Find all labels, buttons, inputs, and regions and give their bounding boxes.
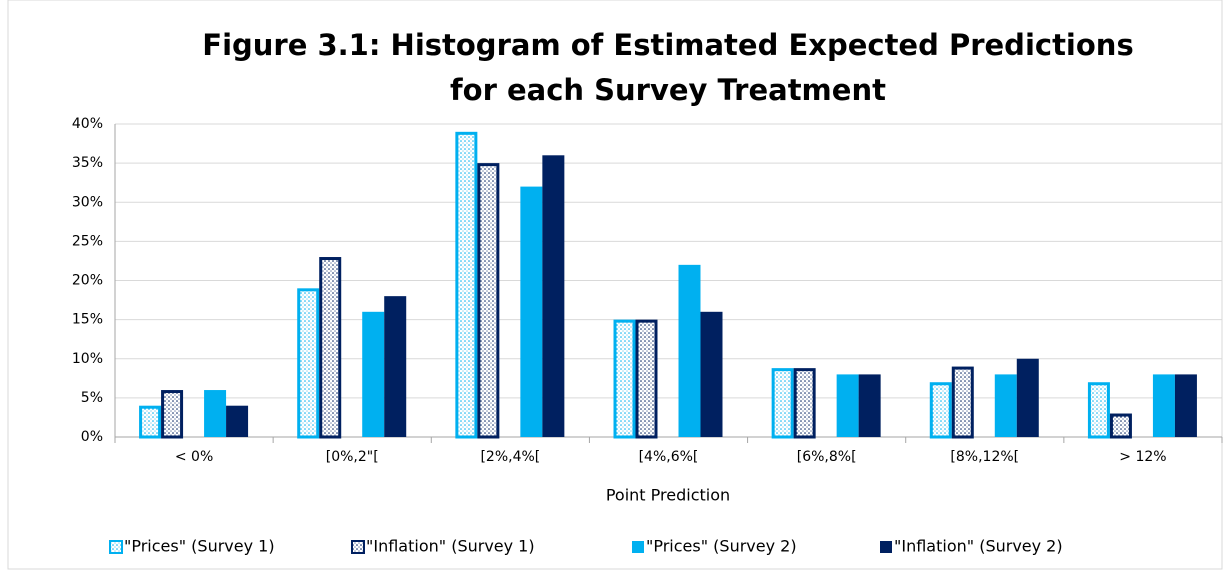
legend-label: "Prices" (Survey 2) [646, 537, 797, 556]
chart-border [7, 0, 1223, 570]
bar [1174, 374, 1197, 437]
y-tick-label: 25% [72, 233, 103, 249]
bar [319, 257, 342, 439]
x-axis-label: Point Prediction [606, 486, 730, 505]
bar [929, 382, 952, 439]
bar [297, 288, 320, 439]
legend-swatch [880, 541, 892, 553]
bar [793, 368, 816, 439]
bar [139, 405, 162, 439]
bar [771, 368, 794, 439]
bar [1016, 358, 1039, 437]
x-tick-label: [2%,4%[ [480, 449, 540, 465]
bar [204, 390, 227, 437]
y-tick-label: 15% [72, 312, 103, 328]
bar [226, 405, 249, 437]
legend-swatch [109, 540, 123, 554]
legend-label: "Inflation" (Survey 1) [366, 537, 535, 556]
bar [678, 264, 701, 437]
legend-label: "Prices" (Survey 1) [124, 537, 275, 556]
y-tick-label: 20% [72, 273, 103, 289]
bar [613, 319, 636, 439]
x-tick-label: [4%,6%[ [639, 449, 699, 465]
bar [384, 296, 407, 437]
legend-label: "Inflation" (Survey 2) [894, 537, 1063, 556]
bar [858, 374, 881, 437]
y-tick-label: 35% [72, 155, 103, 171]
bar [362, 311, 385, 437]
bar [477, 163, 500, 439]
y-tick-label: 40% [72, 116, 103, 132]
y-tick-label: 0% [81, 429, 103, 445]
chart-title: Figure 3.1: Histogram of Estimated Expec… [202, 28, 1133, 62]
bar [1109, 413, 1132, 439]
x-tick-label: [6%,8%[ [797, 449, 857, 465]
legend-swatch [632, 541, 644, 553]
bar [1152, 374, 1175, 437]
bar [700, 311, 723, 437]
bar [635, 319, 658, 439]
y-tick-label: 30% [72, 194, 103, 210]
bar [951, 366, 974, 439]
x-tick-label: [0%,2"[ [326, 449, 379, 465]
bar [161, 390, 184, 439]
chart-subtitle: for each Survey Treatment [450, 73, 886, 107]
legend-swatch [351, 540, 365, 554]
x-tick-label: [8%,12%[ [950, 449, 1019, 465]
bar [994, 374, 1017, 437]
y-tick-label: 10% [72, 351, 103, 367]
bar [836, 374, 859, 437]
bar [542, 155, 565, 438]
x-tick-label: < 0% [175, 449, 213, 465]
bar [1087, 382, 1110, 439]
y-tick-label: 5% [81, 390, 103, 406]
x-tick-label: > 12% [1119, 449, 1166, 465]
bar [520, 186, 543, 437]
bar [455, 131, 478, 439]
